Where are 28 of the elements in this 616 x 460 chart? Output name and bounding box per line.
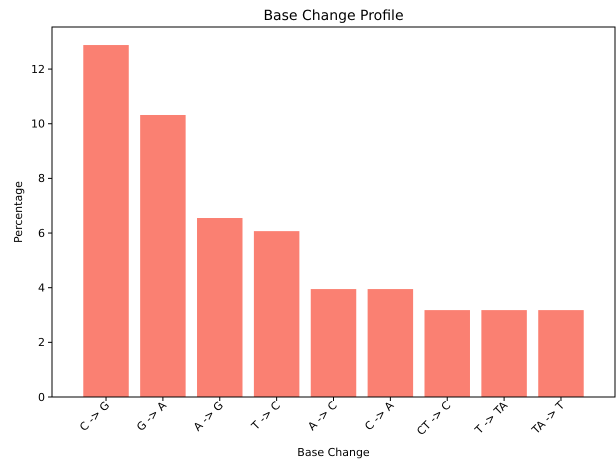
x-tick-label: A -> C [305,398,340,434]
x-tick-label: T -> TA [472,398,511,438]
bar [424,310,470,397]
bar [254,231,300,397]
x-tick-label: T -> C [248,398,283,434]
y-tick-label: 0 [38,390,45,404]
bar [83,45,129,397]
x-tick-label: G -> A [134,398,170,434]
bar [310,289,356,397]
y-tick-label: 10 [31,118,45,131]
bar [538,310,584,397]
x-tick-label: C -> A [362,398,397,434]
bar [368,289,414,397]
y-tick-label: 4 [38,282,45,295]
bar [140,114,186,397]
y-tick-label: 6 [38,226,45,240]
bar [197,218,243,397]
x-tick-label: A -> G [191,398,226,434]
y-tick-label: 2 [38,336,45,350]
x-tick-label: C -> G [77,398,112,434]
y-axis-title: Percentage [12,180,25,243]
x-tick-label: TA -> T [528,398,568,438]
y-tick-label: 12 [31,62,45,76]
x-axis-title: Base Change [297,446,370,459]
bar [481,310,527,397]
chart-title: Base Change Profile [263,8,404,24]
x-tick-label: CT -> C [414,398,454,438]
y-tick-label: 8 [38,172,45,186]
